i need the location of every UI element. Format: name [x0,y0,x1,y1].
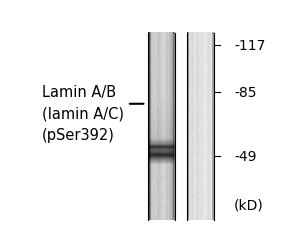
Text: (lamin A/C): (lamin A/C) [42,106,124,121]
Text: -85: -85 [234,85,256,99]
Text: Lamin A/B: Lamin A/B [42,85,116,100]
Text: -49: -49 [234,149,256,163]
Text: -117: -117 [234,39,265,53]
Text: (kD): (kD) [234,198,264,212]
Text: (pSer392): (pSer392) [42,128,115,142]
